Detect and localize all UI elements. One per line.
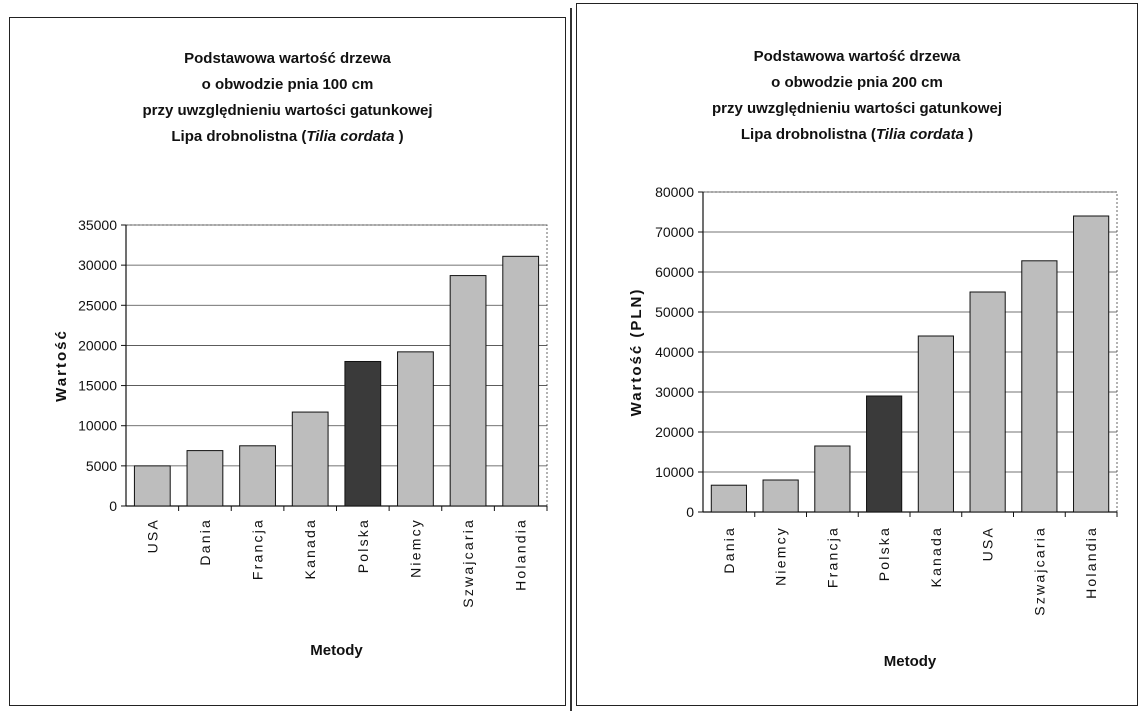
- title-line-2: o obwodzie pnia 200 cm: [771, 74, 943, 91]
- category-label: Holandia: [513, 518, 529, 591]
- bar-francja: [814, 445, 851, 513]
- y-tick-label: 10000: [655, 464, 694, 480]
- y-axis-title: Wartość (PLN): [628, 288, 645, 417]
- bar-kanada: [291, 411, 329, 507]
- category-label: Dania: [721, 526, 737, 574]
- y-tick-label: 35000: [78, 217, 117, 233]
- bar-polska: [344, 360, 382, 507]
- title-line-3: przy uwzględnieniu wartości gatunkowej: [142, 102, 433, 119]
- category-label: Holandia: [1083, 526, 1099, 599]
- category-label: Polska: [876, 526, 892, 581]
- category-label: USA: [144, 518, 160, 553]
- y-tick-label: 20000: [78, 337, 117, 353]
- category-label: Szwajcaria: [1031, 526, 1047, 616]
- bar-dania: [186, 450, 224, 507]
- title-line-4: Lipa drobnolistna (Tilia cordata ): [740, 126, 974, 143]
- bar-szwajcaria: [1021, 260, 1058, 513]
- category-label: Francja: [824, 526, 840, 588]
- title-line-3: przy uwzględnieniu wartości gatunkowej: [711, 100, 1003, 117]
- y-tick-label: 30000: [78, 257, 117, 273]
- bar-polska: [866, 395, 903, 513]
- chart-panel-left: Podstawowa wartość drzewa o obwodzie pni…: [9, 17, 566, 706]
- category-label: USA: [980, 526, 996, 561]
- bar-chart-200cm: 0 10000 20000 30000 40000 50000 60000 70000 8000…: [628, 184, 1118, 670]
- title-line-1: Podstawowa wartość drzewa: [184, 50, 391, 67]
- chart-title: Podstawowa wartość drzewa o obwodzie pni…: [10, 46, 565, 150]
- bar-szwajcaria: [449, 275, 487, 507]
- chart-title: Podstawowa wartość drzewa o obwodzie pni…: [577, 44, 1137, 148]
- x-axis-title: Metody: [884, 653, 937, 670]
- bar-usa: [133, 465, 171, 507]
- bar-niemcy: [762, 479, 799, 513]
- bar-holandia: [502, 255, 540, 507]
- y-tick-label: 50000: [655, 304, 694, 320]
- bar-holandia: [1073, 215, 1110, 513]
- title-line-4: Lipa drobnolistna (Tilia cordata ): [171, 128, 404, 145]
- y-tick-label: 0: [109, 498, 117, 514]
- y-tick-label: 15000: [78, 378, 117, 394]
- x-axis-title: Metody: [310, 642, 363, 659]
- y-tick-label: 5000: [86, 458, 117, 474]
- y-tick-label: 60000: [655, 264, 694, 280]
- bar-kanada: [917, 335, 954, 513]
- y-tick-label: 25000: [78, 297, 117, 313]
- category-label: Niemcy: [407, 518, 423, 578]
- y-tick-label: 70000: [655, 224, 694, 240]
- chart-panel-right: Podstawowa wartość drzewa o obwodzie pni…: [576, 3, 1138, 706]
- y-tick-label: 10000: [78, 418, 117, 434]
- y-tick-label: 80000: [655, 184, 694, 200]
- y-tick-label: 40000: [655, 344, 694, 360]
- category-label: Niemcy: [773, 526, 789, 586]
- category-label: Dania: [197, 518, 213, 566]
- y-tick-label: 0: [686, 504, 694, 520]
- category-label: Kanada: [302, 518, 318, 579]
- bar-dania: [710, 484, 747, 513]
- category-label: Francja: [250, 518, 266, 580]
- category-label: Kanada: [928, 526, 944, 587]
- category-label: Szwajcaria: [460, 518, 476, 608]
- title-line-2: o obwodzie pnia 100 cm: [201, 76, 374, 93]
- title-line-1: Podstawowa wartość drzewa: [753, 48, 961, 65]
- bar-usa: [969, 291, 1006, 513]
- y-axis-title: Wartość: [53, 329, 70, 402]
- bar-francja: [239, 445, 276, 507]
- bar-chart-100cm: 0 5000 10000 15000 20000 25000 30000 35000 USA Da…: [53, 217, 548, 659]
- scan-divider-line: [570, 8, 572, 711]
- bar-niemcy: [397, 351, 434, 507]
- y-tick-label: 20000: [655, 424, 694, 440]
- y-tick-label: 30000: [655, 384, 694, 400]
- category-label: Polska: [355, 518, 371, 573]
